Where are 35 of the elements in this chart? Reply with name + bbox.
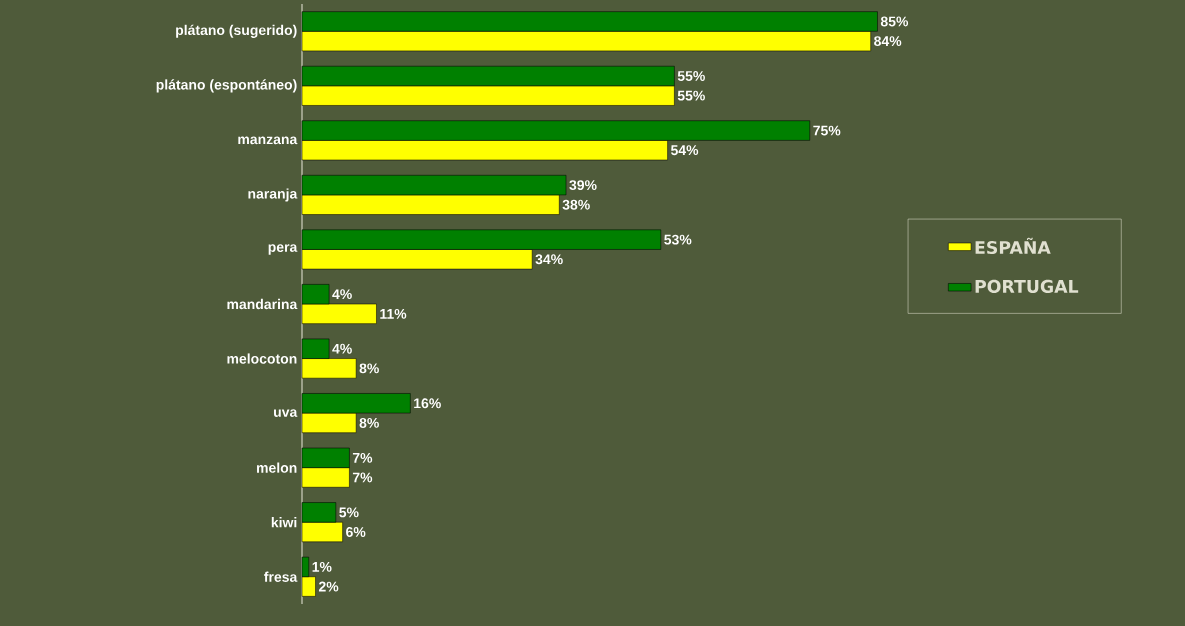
data-label: 7% xyxy=(352,452,373,463)
data-label: 34% xyxy=(535,254,563,265)
y-tick-label: kiwi xyxy=(271,517,297,528)
data-label: 39% xyxy=(569,180,597,191)
data-label: 2% xyxy=(318,581,339,592)
data-label: 4% xyxy=(332,343,352,354)
data-label: 53% xyxy=(664,234,692,245)
y-tick-label: fresa xyxy=(264,571,298,582)
data-label: 7% xyxy=(352,472,373,483)
data-label: 55% xyxy=(677,90,705,101)
y-tick-label: manzana xyxy=(238,136,298,145)
y-tick-label: pera xyxy=(268,244,298,255)
data-label: 4% xyxy=(332,289,352,300)
data-label: 38% xyxy=(562,199,590,210)
y-tick-label: melocoton xyxy=(227,353,297,364)
data-label: 6% xyxy=(346,527,366,537)
data-label: 1% xyxy=(312,562,332,572)
y-tick-label: naranja xyxy=(248,188,298,202)
y-tick-label: plátano (espontáneo) xyxy=(156,79,297,93)
data-label: 16% xyxy=(414,398,441,409)
data-label: 84% xyxy=(874,36,902,47)
legend-label: PORTUGAL xyxy=(975,279,1079,293)
y-tick-label: plátano (sugerido) xyxy=(176,24,297,38)
data-label: 54% xyxy=(670,145,699,156)
y-tick-label: uva xyxy=(274,409,298,417)
data-label: 11% xyxy=(380,308,407,319)
data-label: 8% xyxy=(359,363,379,374)
data-label: 8% xyxy=(359,417,379,428)
data-label: 85% xyxy=(880,16,909,27)
legend-label: ESPAÑA xyxy=(975,237,1051,255)
data-label: 75% xyxy=(813,125,841,136)
y-tick-label: melon xyxy=(256,462,297,473)
y-tick-label: mandarina xyxy=(227,298,298,310)
data-label: 5% xyxy=(339,507,359,518)
data-label: 55% xyxy=(677,71,705,81)
